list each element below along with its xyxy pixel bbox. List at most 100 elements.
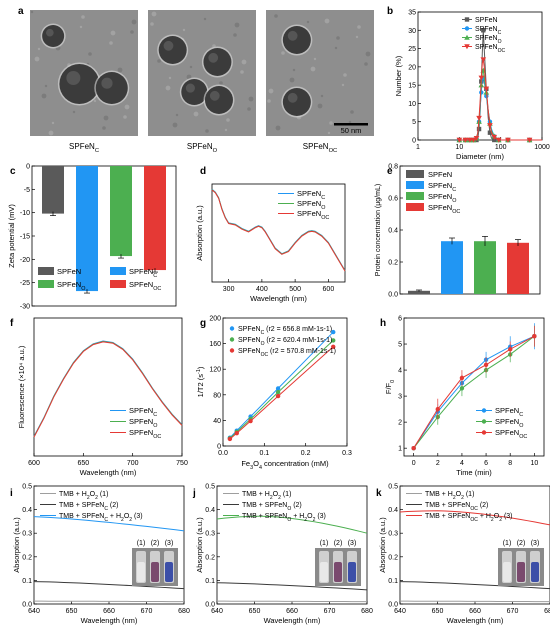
y-tick-label: 0.8 — [388, 164, 398, 171]
nanoparticle — [282, 26, 311, 54]
tem-texture — [241, 59, 247, 65]
tem-texture — [348, 120, 352, 124]
tem-label: SPFeNO — [187, 142, 218, 154]
data-point — [234, 431, 239, 436]
panel-letter-a: a — [18, 6, 24, 17]
data-point — [462, 137, 469, 143]
legend-entry: SPFeNC — [129, 267, 157, 279]
legend-entry: SPFeNC — [297, 189, 325, 201]
vial-liquid — [320, 562, 328, 582]
y-tick-label: 0 — [26, 164, 30, 171]
series-SPFeNO — [413, 335, 535, 449]
tem-texture — [334, 46, 338, 50]
data-point — [229, 348, 235, 353]
tem-background — [148, 10, 256, 136]
vial-label: (1) — [503, 540, 512, 547]
x-tick-label: 680 — [361, 608, 373, 615]
data-point — [480, 57, 487, 63]
tem-image-3 — [266, 10, 374, 136]
panel-letter-h: h — [380, 318, 386, 329]
tem-background — [266, 10, 374, 136]
series-SPFeNC — [33, 340, 183, 437]
y-tick-label: 0.5 — [388, 484, 398, 491]
x-tick-label: 640 — [211, 608, 223, 615]
tem-texture — [205, 129, 209, 133]
x-tick-label: 4 — [460, 460, 464, 467]
y-tick-label: -25 — [20, 280, 30, 287]
vial-label: (3) — [348, 540, 357, 547]
x-tick-label: 700 — [127, 460, 139, 467]
legend-entry: SPFeNC — [495, 406, 523, 418]
data-point — [275, 386, 281, 391]
legend-entry: TMB + H2O2 (1) — [425, 491, 474, 501]
x-tick-label: 660 — [286, 608, 298, 615]
legend-swatch — [38, 267, 54, 275]
data-point — [459, 386, 465, 391]
bar-SPFeNOC — [507, 242, 529, 294]
tem-texture — [124, 104, 130, 110]
data-point — [435, 406, 440, 412]
legend-entry: SPFeN — [428, 170, 452, 179]
tem-texture — [248, 96, 254, 102]
vial-liquid — [503, 562, 511, 582]
tem-texture — [44, 84, 48, 88]
y-tick-label: 0.1 — [388, 578, 398, 585]
tem-texture — [117, 67, 123, 73]
data-point — [464, 44, 470, 50]
series-SPFeNO — [33, 340, 183, 437]
x-tick-label: 650 — [432, 608, 444, 615]
x-tick-label: 600 — [323, 286, 335, 293]
y-tick-label: 20 — [408, 64, 416, 71]
vial-liquid — [531, 562, 539, 582]
y-tick-label: 0.0 — [388, 602, 398, 609]
tem-texture — [130, 30, 134, 34]
data-point — [478, 75, 485, 81]
tem-texture — [364, 62, 368, 66]
panel-letter-f: f — [10, 318, 14, 329]
y-axis-label: 1/T2 (s-1) — [196, 366, 205, 397]
panel-letter-i: i — [10, 488, 13, 499]
legend-entry: SPFeN — [57, 267, 81, 276]
bar-SPFeN — [42, 166, 64, 214]
tem-texture — [310, 66, 316, 72]
data-point — [481, 28, 486, 33]
y-tick-label: 3 — [398, 394, 402, 401]
x-tick-label: 0 — [412, 460, 416, 467]
x-axis-label: Fe3O4 concentration (mM) — [241, 459, 329, 471]
y-axis-label: Absorption (a.u.) — [195, 205, 204, 261]
legend-entry: SPFeNO — [297, 199, 325, 211]
tem-texture — [150, 22, 154, 26]
series-SPFeNOC — [459, 59, 542, 141]
x-axis-label: Wavelength (nm) — [250, 294, 307, 303]
tem-texture — [123, 115, 127, 119]
y-axis-label: Protein concentration (μg/mL) — [375, 184, 382, 276]
data-point — [495, 137, 502, 143]
tem-texture — [292, 68, 296, 72]
bar-SPFeNO — [110, 166, 132, 257]
y-tick-label: 30 — [408, 28, 416, 35]
tem-image-1 — [30, 10, 138, 136]
y-tick-label: -10 — [20, 210, 30, 217]
legend-entry: SPFeNO — [57, 280, 85, 292]
tem-texture — [275, 125, 281, 131]
series-SPFeNOC — [33, 341, 183, 438]
series-SPFeNO — [459, 68, 542, 141]
series-line — [399, 510, 550, 526]
y-tick-label: 6 — [398, 316, 402, 323]
tem-texture — [313, 57, 317, 61]
bar-SPFeN — [408, 290, 430, 294]
y-tick-label: 2 — [398, 420, 402, 427]
x-tick-label: 8 — [508, 460, 512, 467]
x-tick-label: 680 — [178, 608, 190, 615]
tem-texture — [203, 17, 207, 21]
y-axis-label: Absorption (a.u.) — [378, 517, 387, 573]
legend-entry: SPFeNOC — [495, 428, 527, 440]
vial-label: (3) — [531, 540, 540, 547]
data-point — [229, 326, 235, 331]
tem-texture — [324, 18, 330, 24]
y-axis-label: Number (%) — [394, 55, 403, 96]
legend-entry: TMB + SPFeNC + H2O2 (3) — [59, 513, 143, 523]
data-point — [481, 430, 487, 435]
tem-texture — [93, 99, 97, 103]
data-point — [476, 115, 482, 121]
